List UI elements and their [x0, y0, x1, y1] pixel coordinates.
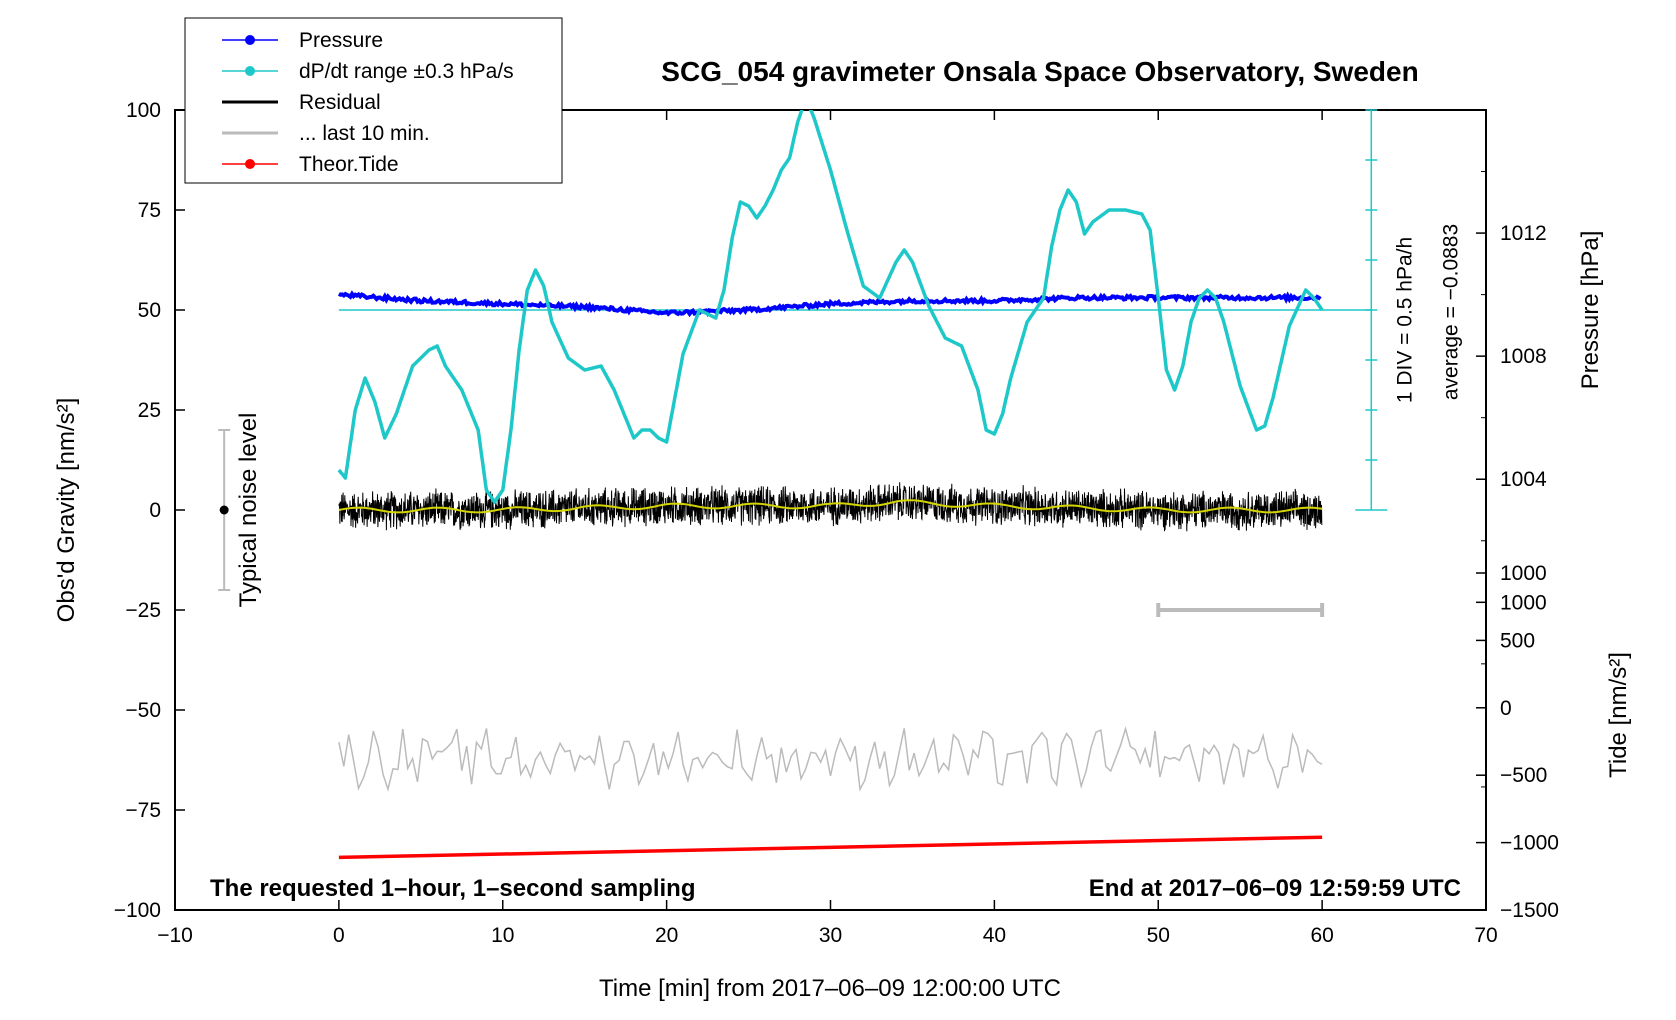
series-residual-mean — [338, 499, 1323, 514]
pressure-tick-label: 1000 — [1500, 591, 1547, 614]
tide-axis-label: Tide [nm/s²] — [1605, 652, 1632, 778]
y-tick-label: −100 — [114, 899, 161, 922]
y-axis-label: Obs'd Gravity [nm/s²] — [53, 398, 80, 623]
dpdt-average-label: average = −0.0883 — [1439, 224, 1462, 400]
x-axis-label: Time [min] from 2017–06–09 12:00:00 UTC — [599, 975, 1061, 1002]
tide-tick-label: 500 — [1500, 629, 1535, 652]
noise-bar-group: Typical noise level — [218, 413, 262, 608]
x-tick-label: 10 — [491, 924, 514, 947]
legend-label: dP/dt range ±0.3 hPa/s — [299, 60, 514, 83]
x-tick-label: 20 — [655, 924, 678, 947]
pressure-tick-label: 1012 — [1500, 222, 1547, 245]
legend-dot — [245, 35, 255, 45]
noise-bar-label: Typical noise level — [235, 413, 262, 608]
pressure-axis-label: Pressure [hPa] — [1577, 231, 1604, 390]
y-tick-label: 75 — [138, 199, 161, 222]
series-group — [337, 110, 1372, 860]
x-tick-label: 0 — [333, 924, 345, 947]
series-dpdt — [337, 110, 1324, 504]
series-residual — [338, 482, 1323, 532]
x-tick-label: 30 — [819, 924, 842, 947]
chart-title: SCG_054 gravimeter Onsala Space Observat… — [661, 56, 1418, 87]
y-tick-label: 0 — [149, 499, 161, 522]
pressure-tick-label: 1008 — [1500, 345, 1547, 368]
y-tick-label: 25 — [138, 399, 161, 422]
tide-tick-label: −1000 — [1500, 832, 1559, 855]
y-tick-label: 50 — [138, 299, 161, 322]
x-tick-label: 40 — [983, 924, 1006, 947]
legend-dot — [245, 66, 255, 76]
x-tick-label: 70 — [1474, 924, 1497, 947]
y-tick-label: 100 — [126, 99, 161, 122]
tide-tick-label: 1000 — [1500, 562, 1547, 585]
legend-label: ... last 10 min. — [299, 122, 430, 145]
end-time-note: End at 2017–06–09 12:59:59 UTC — [1089, 875, 1461, 902]
noise-bar-dot — [219, 505, 229, 515]
series-last-10-min — [338, 726, 1323, 792]
legend: Pressure dP/dt range ±0.3 hPa/s Residual..… — [184, 17, 563, 184]
legend-label: Theor.Tide — [299, 153, 399, 176]
sampling-note: The requested 1–hour, 1–second sampling — [210, 875, 695, 902]
y-tick-label: −75 — [125, 799, 161, 822]
pressure-tick-label: 1004 — [1500, 468, 1547, 491]
tide-tick-label: −1500 — [1500, 899, 1559, 922]
series-theor-tide — [338, 835, 1323, 860]
dpdt-scale-group: 1 DIV = 0.5 hPa/h average = −0.0883 — [1355, 109, 1462, 511]
y-tick-label: −50 — [125, 699, 161, 722]
x-tick-label: 60 — [1310, 924, 1333, 947]
tide-axis-group: −1500 −1000 −500 0 500 1000 — [1476, 562, 1559, 922]
series-pressure — [337, 290, 1322, 318]
axes-group: −10 0 10 20 30 40 50 60 70−100−75−50−25025507510… — [114, 99, 1547, 947]
y-tick-label: −25 — [125, 599, 161, 622]
legend-dot — [245, 159, 255, 169]
tide-tick-label: −500 — [1500, 764, 1547, 787]
legend-label: Residual — [299, 91, 381, 114]
tide-tick-label: 0 — [1500, 697, 1512, 720]
dpdt-scale-label: 1 DIV = 0.5 hPa/h — [1393, 237, 1416, 403]
x-tick-label: −10 — [157, 924, 193, 947]
legend-label: Pressure — [299, 29, 383, 52]
x-tick-label: 50 — [1147, 924, 1170, 947]
